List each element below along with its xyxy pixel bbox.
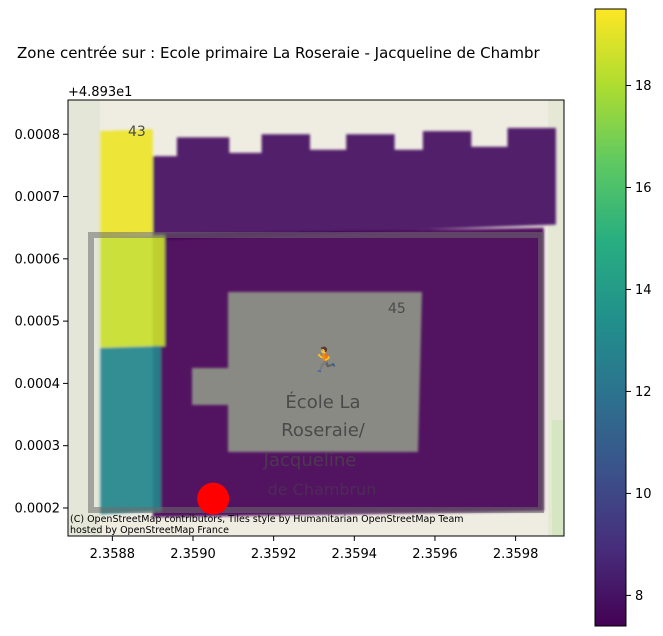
polygon-yellow-top (100, 129, 153, 237)
building-shadow-outline (88, 232, 544, 513)
x-tick-label: 2.3592 (251, 547, 297, 562)
polygon-top-block (152, 128, 556, 241)
y-tick-label: 0.0004 (15, 377, 61, 392)
colorbar-tick-label: 8 (635, 589, 643, 604)
x-tick-label: 2.3598 (493, 547, 539, 562)
x-tick-label: 2.3588 (90, 547, 136, 562)
map-label-45: 45 (388, 301, 406, 317)
school-icon: 🏃 (310, 346, 340, 374)
basemap: 43 45 🏃 École La Roseraie/ Jacqueline de… (68, 100, 564, 536)
school-courtyard (192, 292, 422, 452)
y-tick-label: 0.0006 (15, 252, 61, 267)
colorbar-tick-label: 10 (635, 487, 652, 502)
colorbar (594, 8, 627, 627)
attribution-line-1: (C) OpenStreetMap contributors, Tiles st… (70, 514, 464, 525)
colorbar-tick-label: 14 (635, 283, 652, 298)
map-label-school-4: de Chambrun (268, 480, 377, 499)
y-tick-label: 0.0007 (15, 190, 61, 205)
map-label-43: 43 (128, 124, 146, 140)
x-axis: 2.3588 2.3590 2.3592 2.3594 2.3596 2.3598 (90, 536, 539, 562)
polygon-teal-block (100, 346, 161, 515)
y-tick-label: 0.0008 (15, 128, 61, 143)
y-tick-label: 0.0003 (15, 439, 61, 454)
map-label-school-3: Jacqueline (263, 450, 357, 471)
location-marker (197, 482, 230, 515)
colorbar-tick-label: 12 (635, 385, 652, 400)
x-tick-label: 2.3594 (332, 547, 378, 562)
y-tick-label: 0.0005 (15, 315, 61, 330)
basemap-road-strip (68, 100, 100, 536)
x-tick-label: 2.3596 (412, 547, 458, 562)
y-tick-label: 0.0002 (15, 501, 61, 516)
map-label-school-2: Roseraie/ (281, 420, 366, 441)
plot-frame (67, 99, 565, 537)
map-label-school-1: École La (285, 391, 360, 413)
colorbar-tick-label: 18 (635, 79, 652, 94)
basemap-park (552, 420, 564, 536)
y-offset-label: +4.893e1 (68, 85, 132, 100)
colorbar-tick-label: 16 (635, 181, 652, 196)
chart-title: Zone centrée sur : Ecole primaire La Ros… (17, 44, 540, 62)
colorbar-axis: 8 10 12 14 16 18 (626, 79, 652, 604)
attribution-line-2: hosted by OpenStreetMap France (70, 525, 229, 536)
x-tick-label: 2.3590 (170, 547, 216, 562)
polygon-yellow-mid (100, 235, 165, 348)
y-axis: 0.0002 0.0003 0.0004 0.0005 0.0006 0.0007 0.00… (15, 128, 68, 516)
